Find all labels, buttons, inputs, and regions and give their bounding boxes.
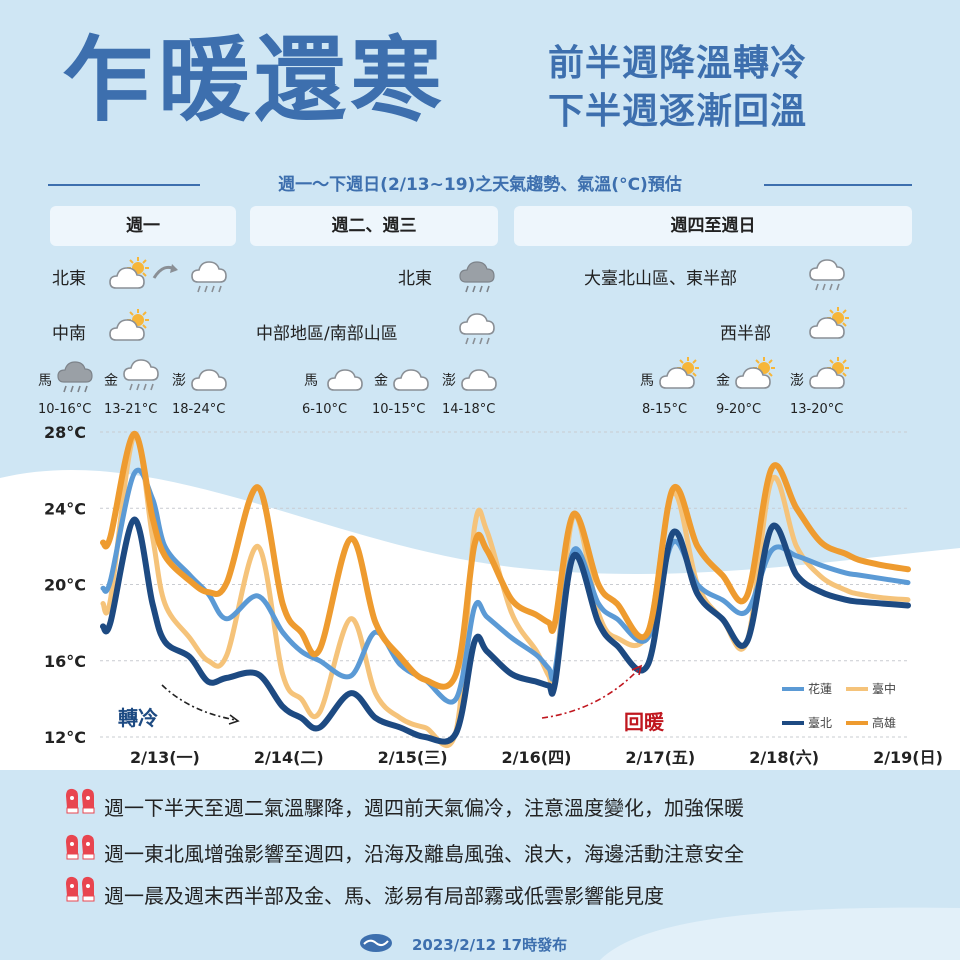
x-tick-label: 2/13(一) (130, 748, 200, 767)
page-subtitle: 前半週降溫轉冷 下半週逐漸回溫 (548, 40, 807, 136)
y-tick-label: 28°C (44, 423, 86, 442)
series-line-1 (100, 432, 911, 749)
island-label-kinmen-2: 金 (374, 373, 388, 389)
period-header-1: 週一 (50, 206, 236, 246)
island-label-matsu-3: 馬 (640, 373, 654, 389)
cooling-arrow (161, 684, 237, 721)
y-tick-label: 12°C (44, 728, 86, 747)
mittens-icon (65, 876, 95, 902)
island-temp-matsu-1: 10-16°C (38, 402, 92, 417)
period-header-3: 週四至週日 (514, 206, 912, 246)
island-temp-penghu-2: 14-18°C (442, 402, 496, 417)
x-tick-label: 2/18(六) (749, 748, 819, 767)
region-label-1b: 中南 (52, 324, 86, 344)
region-label-3b: 西半部 (720, 324, 771, 344)
legend-swatch-taichung (846, 687, 868, 691)
series-line-3 (100, 430, 911, 690)
x-tick-label: 2/16(四) (502, 748, 572, 767)
island-label-kinmen-3: 金 (716, 373, 730, 389)
island-label-penghu-2: 澎 (442, 373, 456, 389)
legend-swatch-kaohsiung (846, 721, 868, 725)
island-temp-penghu-1: 18-24°C (172, 402, 226, 417)
x-tick-label: 2/17(五) (625, 748, 695, 767)
subtitle-line-1: 前半週降溫轉冷 (548, 43, 808, 84)
legend-label-taichung: 臺中 (872, 682, 897, 696)
x-tick-label: 2/19(日) (873, 748, 943, 767)
series-line-2 (100, 516, 911, 745)
island-temp-penghu-3: 13-20°C (790, 402, 844, 417)
legend-label-hualien: 花蓮 (808, 682, 833, 696)
island-label-kinmen-1: 金 (104, 373, 118, 389)
y-tick-label: 16°C (44, 652, 86, 671)
cooling-arrow-head (228, 714, 240, 725)
island-label-penghu-3: 澎 (790, 373, 804, 389)
caption-divider-left (48, 184, 200, 186)
published-time: 2023/2/12 17時發布 (412, 936, 568, 954)
period-header-2: 週二、週三 (250, 206, 498, 246)
annotation-warming: 回暖 (624, 710, 664, 734)
caption-divider-right (764, 184, 912, 186)
island-label-penghu-1: 澎 (172, 373, 186, 389)
region-label-2a: 北東 (398, 269, 432, 289)
y-tick-label: 20°C (44, 576, 86, 595)
mittens-icon (65, 788, 95, 814)
warming-arrow-head (631, 664, 643, 676)
chart-legend: 花蓮 臺中 臺北 高雄 (780, 678, 910, 740)
legend-swatch-hualien (782, 687, 804, 691)
page-title: 乍暖還寒 (62, 27, 447, 134)
annotation-cooling: 轉冷 (118, 706, 158, 730)
x-tick-label: 2/14(二) (254, 748, 324, 767)
cwb-logo-icon (360, 934, 392, 952)
legend-label-kaohsiung: 高雄 (872, 716, 897, 730)
partly-sunny-to-rain-icon (109, 256, 227, 293)
region-label-1a: 北東 (52, 269, 86, 289)
note-1: 週一下半天至週二氣溫驟降，週四前天氣偏冷，注意溫度變化，加強保暖 (104, 796, 744, 820)
region-label-3a: 大臺北山區、東半部 (584, 269, 737, 289)
subtitle-line-2: 下半週逐漸回溫 (548, 91, 808, 132)
island-label-matsu-2: 馬 (304, 373, 318, 389)
x-tick-label: 2/15(三) (378, 748, 448, 767)
island-temp-kinmen-2: 10-15°C (372, 402, 426, 417)
legend-swatch-taipei (782, 721, 804, 725)
island-temp-kinmen-1: 13-21°C (104, 402, 158, 417)
y-tick-label: 24°C (44, 499, 86, 518)
region-label-2b: 中部地區/南部山區 (256, 324, 398, 344)
island-temp-matsu-3: 8-15°C (642, 402, 688, 417)
mittens-icon (65, 834, 95, 860)
island-label-matsu-1: 馬 (38, 373, 52, 389)
legend-label-taipei: 臺北 (808, 716, 833, 730)
forecast-caption: 週一～下週日(2/13~19)之天氣趨勢、氣溫(°C)預估 (278, 175, 682, 195)
warming-arrow (541, 667, 641, 719)
island-temp-kinmen-3: 9-20°C (716, 402, 762, 417)
note-3: 週一晨及週末西半部及金、馬、澎易有局部霧或低雲影響能見度 (104, 884, 664, 908)
island-temp-matsu-2: 6-10°C (302, 402, 348, 417)
note-2: 週一東北風增強影響至週四，沿海及離島風強、浪大，海邊活動注意安全 (104, 842, 744, 866)
